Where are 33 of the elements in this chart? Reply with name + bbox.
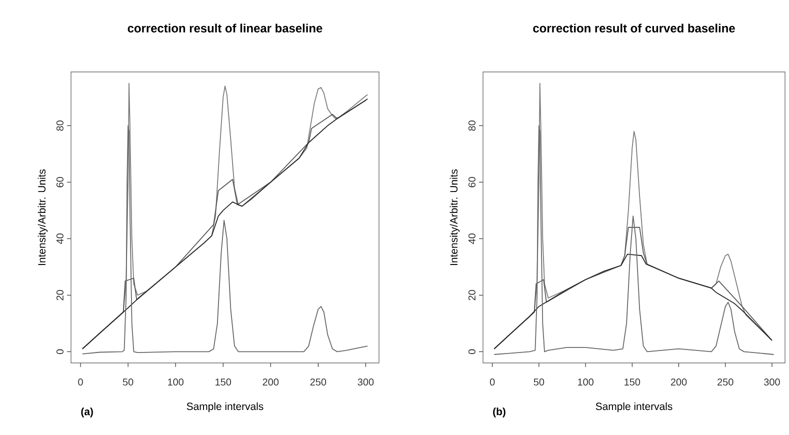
x-tick-label: 200 bbox=[262, 378, 279, 386]
x-tick-label: 200 bbox=[670, 378, 687, 386]
x-tick-label: 250 bbox=[310, 378, 326, 386]
x-tick-label: 0 bbox=[78, 378, 83, 386]
y-axis-title: Intensity/Arbitr. Units bbox=[450, 169, 460, 265]
y-axis-title: Intensity/Arbitr. Units bbox=[38, 169, 48, 265]
x-tick-label: 300 bbox=[764, 378, 780, 386]
y-tick-label: 80 bbox=[56, 120, 64, 131]
x-tick-label: 0 bbox=[490, 378, 495, 386]
y-tick-label: 60 bbox=[56, 177, 64, 188]
y-tick-label: 40 bbox=[56, 234, 64, 244]
x-axis-title: Sample intervals bbox=[186, 402, 264, 412]
x-tick-label: 100 bbox=[578, 378, 594, 386]
text: (b) bbox=[493, 408, 506, 418]
x-axis-title: Sample intervals bbox=[596, 402, 672, 412]
y-tick-label: 80 bbox=[468, 120, 476, 131]
y-tick-label: 20 bbox=[468, 290, 476, 300]
x-tick-label: 100 bbox=[168, 378, 184, 386]
y-tick-label: 40 bbox=[468, 234, 476, 244]
y-tick-label: 0 bbox=[56, 349, 64, 354]
x-tick-label: 150 bbox=[216, 378, 232, 386]
line-series bbox=[494, 254, 772, 350]
text: (a) bbox=[81, 408, 93, 418]
x-tick-label: 250 bbox=[718, 378, 734, 386]
y-tick-label: 0 bbox=[468, 349, 476, 354]
x-tick-label: 50 bbox=[122, 378, 134, 386]
y-tick-label: 20 bbox=[56, 290, 64, 300]
chart-title: correction result of curved baseline bbox=[533, 24, 735, 32]
x-tick-label: 50 bbox=[534, 378, 544, 386]
y-tick-label: 60 bbox=[468, 177, 476, 188]
chart-title: correction result of linear baseline bbox=[128, 24, 322, 32]
x-tick-label: 300 bbox=[358, 378, 374, 386]
x-tick-label: 150 bbox=[624, 378, 640, 386]
